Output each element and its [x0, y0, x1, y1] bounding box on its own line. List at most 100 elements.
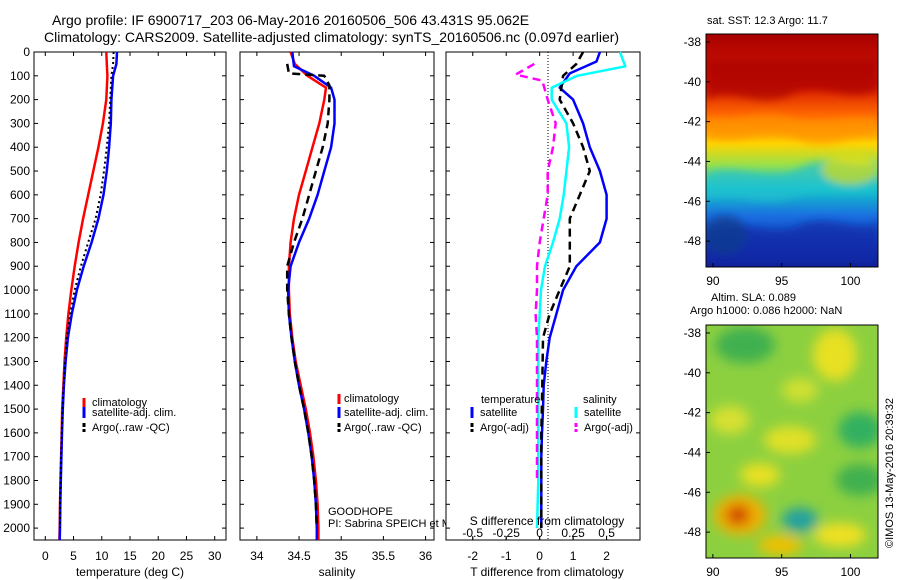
series-line-argo-raw-qc [285, 63, 331, 529]
y-tick-label: 1800 [3, 473, 30, 487]
x-tick-label: 30 [208, 549, 222, 563]
y-tick-label: 1200 [3, 331, 30, 345]
legend-label-climatology: climatology [92, 397, 148, 409]
credit-text: ©IMOS 13-May-2016 20:39:32 [884, 398, 896, 548]
salinity-panel: 34 34.5 35 35.5 36 salinity climatology sate… [239, 51, 515, 579]
series-line-salinity-satellite [535, 51, 627, 529]
title-line-2: Climatology: CARS2009. Satellite-adjuste… [44, 29, 619, 45]
map-y-tick-label: -48 [684, 234, 702, 248]
salinity-axes [239, 51, 435, 541]
legend-label-t-satellite: satellite [480, 407, 517, 419]
x-tick-label: -1 [501, 549, 512, 563]
legend-label-s-argo: Argo(-adj) [584, 422, 633, 434]
x-tick-label-sal: 0 [536, 526, 543, 540]
y-tick-label: 500 [10, 164, 30, 178]
diff-legend-temperature: temperature satellite Argo(-adj) [470, 394, 540, 434]
x-tick-label: 34.5 [287, 549, 311, 563]
series-line-temperature-argo-adj [540, 51, 592, 529]
map-y-tick-label: -42 [684, 115, 702, 129]
legend-label-satellite: satellite-adj. clim. [344, 407, 428, 419]
y-tick-label: 1000 [3, 283, 30, 297]
y-tick-label: 1500 [3, 402, 30, 416]
map-x-tick-label: 95 [775, 565, 789, 579]
sst-axes [705, 33, 879, 268]
map-y-tick-label: -42 [684, 406, 702, 420]
x-tick-label: 20 [152, 549, 166, 563]
sla-heatmap [706, 325, 878, 558]
x-tick-label: 10 [95, 549, 109, 563]
y-tick-label: 1100 [4, 307, 30, 321]
map-x-tick-label: 90 [706, 274, 720, 288]
x-tick-label: 36 [419, 549, 433, 563]
sst-heatmap [706, 34, 878, 267]
y-tick-label: 300 [10, 116, 30, 130]
sla-axes [705, 324, 879, 559]
x-tick-label: -2 [467, 549, 478, 563]
legend-label-s-satellite: satellite [584, 407, 621, 419]
x-tick-label: 0 [42, 549, 49, 563]
salinity-xlabel: salinity [319, 565, 356, 579]
s-diff-xlabel: S difference from climatology [470, 514, 625, 528]
map-y-tick-label: -44 [684, 154, 702, 168]
y-tick-label: 800 [10, 235, 30, 249]
temperature-xlabel: temperature (deg C) [76, 565, 184, 579]
y-tick-label: 100 [10, 69, 30, 83]
map-x-tick-label: 100 [840, 565, 860, 579]
diff-legend-salinity: salinity satellite Argo(-adj) [574, 394, 633, 434]
series-line-satellite-adj-clim [286, 51, 336, 540]
x-tick-label: 34 [250, 549, 264, 563]
x-tick-label-sal: 0.25 [561, 526, 585, 540]
legend-label-argo: Argo(..raw -QC) [344, 422, 422, 434]
x-tick-label: 5 [70, 549, 77, 563]
map-y-tick-label: -46 [684, 194, 702, 208]
y-tick-label: 600 [10, 188, 30, 202]
y-tick-label: 0 [23, 45, 30, 59]
temperature-legend: climatology satellite-adj. clim. Argo(..… [82, 397, 176, 434]
temperature-panel: 0100200300400500600700800900100011001200… [3, 45, 227, 579]
x-tick-label: 35.5 [372, 549, 396, 563]
x-tick-label: 0 [536, 549, 543, 563]
y-tick-label: 700 [10, 212, 30, 226]
legend-label-satellite: satellite-adj. clim. [92, 407, 176, 419]
t-diff-xlabel: T difference from climatology [470, 565, 624, 579]
salinity-legend: climatology satellite-adj. clim. Argo(..… [337, 393, 428, 434]
temperature-axes [33, 51, 227, 541]
x-tick-label: 15 [123, 549, 137, 563]
x-tick-label-sal: -0.25 [493, 526, 521, 540]
series-line-satellite-adj-clim [58, 51, 119, 541]
legend-title-salinity: salinity [583, 394, 617, 406]
map-y-tick-label: -46 [684, 485, 702, 499]
y-tick-label: 1600 [3, 426, 30, 440]
y-tick-label: 400 [10, 140, 30, 154]
sla-map-panel: Altim. SLA: 0.089 Argo h1000: 0.086 h200… [684, 292, 879, 579]
legend-label-argo: Argo(..raw -QC) [92, 422, 170, 434]
series-line-salinity-argo-adj [514, 62, 557, 481]
y-tick-label: 200 [10, 93, 30, 107]
map-x-tick-label: 90 [706, 565, 720, 579]
legend-title-temperature: temperature [481, 394, 540, 406]
map-y-tick-label: -38 [684, 35, 702, 49]
difference-panel: -2 -1 0 1 2 -0.5 -0.25 0 0.25 0.5 T difference fr… [445, 51, 641, 579]
map-y-tick-label: -40 [684, 75, 702, 89]
y-tick-label: 1700 [3, 450, 30, 464]
y-tick-label: 900 [10, 259, 30, 273]
sla-map-title-1: Altim. SLA: 0.089 [711, 292, 796, 304]
y-tick-label: 1400 [3, 378, 30, 392]
sst-map-panel: sat. SST: 12.3 Argo: 11.7 90 95 100 -38 -40 -… [684, 15, 879, 288]
x-tick-label: 25 [180, 549, 194, 563]
x-tick-label: 1 [570, 549, 577, 563]
legend-label-climatology: climatology [344, 393, 400, 405]
y-tick-label: 1300 [3, 354, 30, 368]
y-tick-label: 2000 [3, 521, 30, 535]
map-y-tick-label: -48 [684, 525, 702, 539]
series-line-temperature-satellite [540, 51, 608, 529]
map-y-tick-label: -38 [684, 326, 702, 340]
map-x-tick-label: 95 [775, 274, 789, 288]
x-tick-label-sal: -0.5 [462, 526, 483, 540]
y-tick-label: 1900 [3, 497, 30, 511]
legend-label-t-argo: Argo(-adj) [480, 422, 529, 434]
goodhope-label: GOODHOPE [328, 506, 393, 518]
sla-map-title-2: Argo h1000: 0.086 h2000: NaN [690, 305, 842, 317]
x-tick-label: 2 [603, 549, 610, 563]
